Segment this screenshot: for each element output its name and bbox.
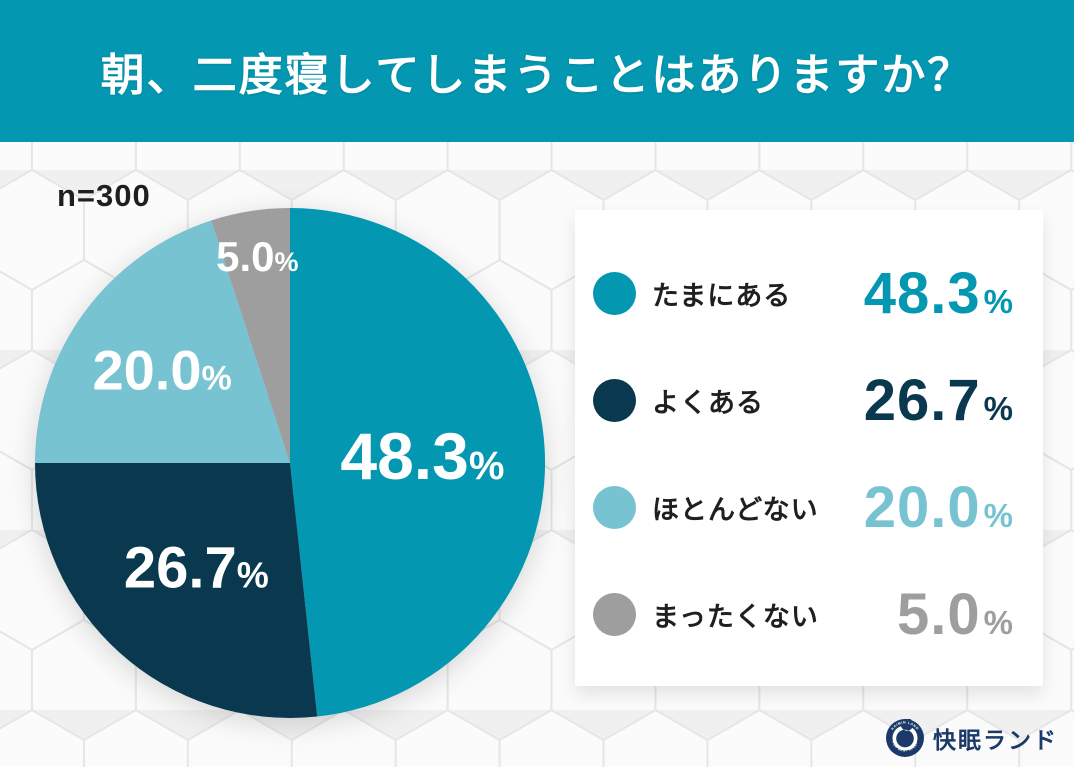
pie-chart: 48.3% 26.7% 20.0% 5.0% [35,208,546,719]
pie-slice-1 [290,208,546,717]
page-title: 朝、二度寝してしまうことはありますか？ [100,51,974,100]
legend-row: ほとんどない 20.0% [593,474,1013,541]
legend-color-dot [593,272,636,315]
legend-label: まったくない [652,602,819,632]
brand-logo: KAIMIN LAND FOR BEST SLEEP 快眠ランド [886,719,1058,757]
pie-slice-label-2: 26.7% [124,536,269,601]
legend-color-dot [593,593,636,636]
legend-value: 48.3% [863,261,1013,326]
pie-slice-label-4: 5.0% [216,233,298,280]
legend-label: たまにある [652,281,792,311]
legend-row: まったくない 5.0% [593,581,1013,648]
legend-value: 5.0% [897,582,1013,647]
legend-label: ほとんどない [652,495,819,525]
legend-color-dot [593,379,636,422]
pie-slice-3 [35,220,290,463]
pie-slice-2 [35,463,318,719]
sleep-moon-badge-icon: KAIMIN LAND FOR BEST SLEEP [886,719,924,757]
legend-value: 20.0% [863,475,1013,540]
pie-slice-label-3: 20.0% [92,339,231,402]
legend-color-dot [593,486,636,529]
sample-size-label: n=300 [57,178,151,213]
pie-slice-4 [211,208,290,463]
pie-slice-label-1: 48.3% [340,419,504,493]
legend-label: よくある [652,388,764,418]
legend-card: たまにある 48.3% よくある 26.7% ほとんどない 20.0% まったくない 5.0% [575,210,1043,686]
legend-row: よくある 26.7% [593,367,1013,434]
legend-row: たまにある 48.3% [593,260,1013,327]
logo-text: 快眠ランド [933,727,1058,753]
legend-value: 26.7% [863,368,1013,433]
header-banner: 朝、二度寝してしまうことはありますか？ [0,0,1074,142]
